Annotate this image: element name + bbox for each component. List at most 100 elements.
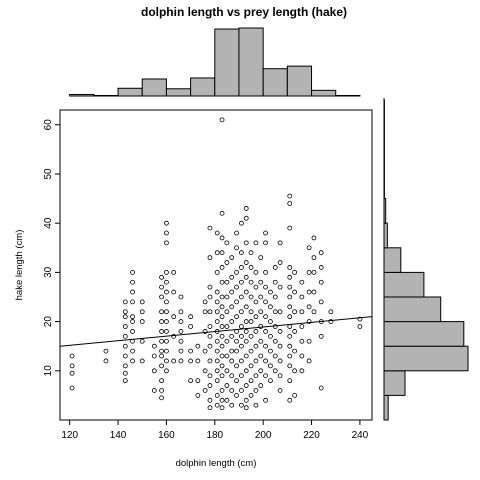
data-point xyxy=(178,319,184,324)
data-point xyxy=(299,279,305,285)
data-point xyxy=(151,343,157,349)
data-point xyxy=(243,338,249,344)
data-point xyxy=(151,368,157,374)
data-point xyxy=(219,397,225,403)
data-point xyxy=(224,397,230,403)
data-point xyxy=(130,319,135,324)
data-point xyxy=(248,333,254,339)
data-point xyxy=(188,314,194,320)
data-point xyxy=(195,343,201,349)
data-point xyxy=(188,358,194,364)
data-point xyxy=(159,338,164,344)
data-point xyxy=(299,338,305,344)
data-point xyxy=(287,314,293,320)
data-point xyxy=(299,309,305,315)
data-point xyxy=(130,279,135,285)
data-point xyxy=(207,225,213,231)
data-point xyxy=(299,294,305,300)
data-point xyxy=(214,319,220,324)
data-point xyxy=(234,245,239,251)
data-point xyxy=(258,368,264,374)
data-point xyxy=(263,240,268,246)
data-point xyxy=(253,269,259,275)
data-point xyxy=(243,289,249,295)
data-point xyxy=(277,343,283,349)
x-histogram-bar xyxy=(69,93,95,97)
data-point xyxy=(287,324,293,329)
scatter-plot: 120 140 160 180 200 220 240 10 20 30 40 50 60 xyxy=(43,109,373,441)
data-point xyxy=(287,333,293,339)
data-point xyxy=(130,358,135,364)
data-point xyxy=(238,333,244,339)
data-point xyxy=(130,314,135,320)
data-point xyxy=(202,329,208,334)
x-axis: 120 140 160 180 200 220 240 xyxy=(61,420,369,441)
data-point xyxy=(164,269,169,275)
data-point xyxy=(214,378,220,384)
data-point xyxy=(238,343,244,349)
data-point xyxy=(253,402,259,408)
y-histogram-bar xyxy=(383,198,387,224)
data-point xyxy=(253,373,259,379)
data-point xyxy=(287,397,293,403)
data-point xyxy=(207,333,213,339)
data-point xyxy=(287,304,293,310)
data-point xyxy=(272,309,278,315)
data-point xyxy=(292,289,298,295)
data-point xyxy=(130,269,135,275)
data-point xyxy=(219,250,225,256)
data-point xyxy=(224,240,230,246)
data-point xyxy=(224,368,230,374)
data-point xyxy=(224,294,230,300)
data-point xyxy=(318,265,324,270)
data-point xyxy=(69,370,75,376)
x-tick-label: 240 xyxy=(352,430,369,441)
data-point xyxy=(253,388,259,393)
data-point xyxy=(328,319,334,324)
data-point xyxy=(202,299,208,305)
data-point xyxy=(306,289,312,295)
data-point xyxy=(164,329,169,334)
y-tick-label: 40 xyxy=(43,217,54,229)
data-point xyxy=(178,348,184,354)
data-point xyxy=(238,220,244,226)
data-point xyxy=(311,235,317,241)
data-point xyxy=(159,294,164,300)
data-point xyxy=(238,388,244,393)
data-point xyxy=(219,333,225,339)
data-point xyxy=(159,353,164,359)
data-point xyxy=(238,324,244,329)
data-point xyxy=(272,353,278,359)
data-point xyxy=(224,309,230,315)
data-point xyxy=(243,240,249,246)
data-point xyxy=(253,329,259,334)
data-point xyxy=(234,348,239,354)
data-point xyxy=(243,383,249,388)
data-point xyxy=(234,269,239,275)
data-point xyxy=(277,358,283,364)
data-point xyxy=(287,363,293,369)
data-point xyxy=(171,269,177,275)
x-histogram-bar xyxy=(238,27,264,97)
data-point xyxy=(122,324,128,329)
data-point xyxy=(207,358,213,364)
data-point xyxy=(159,309,164,315)
data-point xyxy=(234,338,239,344)
x-tick-label: 180 xyxy=(206,430,223,441)
data-point xyxy=(263,373,268,379)
y-histogram xyxy=(383,98,469,421)
data-point xyxy=(306,304,312,310)
x-tick-label: 160 xyxy=(158,430,175,441)
x-tick-label: 120 xyxy=(61,430,78,441)
data-point xyxy=(229,358,235,364)
data-point xyxy=(357,316,363,322)
data-point xyxy=(159,378,164,384)
data-point xyxy=(311,269,317,275)
data-point xyxy=(178,358,184,364)
data-point xyxy=(258,294,264,300)
data-point xyxy=(277,284,283,290)
data-point xyxy=(243,405,249,411)
y-tick-label: 20 xyxy=(43,316,54,328)
data-point xyxy=(268,319,273,324)
data-point xyxy=(328,309,334,315)
